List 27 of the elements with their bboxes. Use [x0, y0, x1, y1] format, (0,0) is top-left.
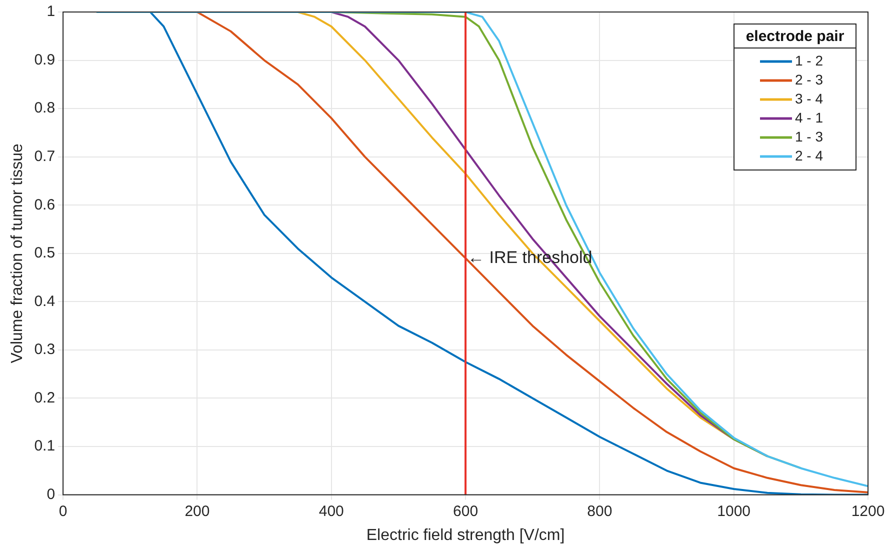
legend-title: electrode pair	[746, 28, 844, 46]
y-tick-label: 0	[46, 486, 56, 503]
x-tick-label: 200	[184, 502, 210, 520]
y-tick-label: 0.2	[34, 389, 56, 406]
y-tick-label: 0.9	[34, 51, 56, 68]
y-tick-label: 0.5	[34, 244, 56, 262]
legend-label: 1 - 3	[795, 128, 824, 144]
x-tick-label: 800	[587, 502, 612, 520]
legend-label: 4 - 1	[795, 109, 824, 126]
y-tick-label: 0.8	[34, 100, 56, 117]
y-tick-label: 0.6	[34, 196, 56, 214]
y-tick-label: 0.3	[34, 341, 56, 358]
y-tick-label: 0.1	[34, 438, 56, 455]
y-tick-label: 0.7	[34, 148, 56, 165]
x-tick-label: 600	[453, 502, 478, 520]
legend-label: 1 - 2	[795, 52, 824, 68]
y-tick-label: 0.4	[34, 292, 56, 310]
x-tick-label: 0	[58, 502, 68, 520]
y-tick-label: 1	[46, 3, 56, 20]
legend-label: 2 - 4	[795, 147, 824, 164]
y-axis-title: Volume fraction of tumor tissue	[9, 143, 26, 364]
legend-label: 2 - 3	[795, 71, 824, 88]
x-tick-label: 1200	[851, 502, 885, 520]
legend-label: 3 - 4	[795, 90, 824, 106]
x-tick-label: 1000	[717, 502, 751, 520]
x-tick-label: 400	[318, 502, 344, 520]
x-axis-title: Electric field strength [V/cm]	[366, 526, 565, 544]
